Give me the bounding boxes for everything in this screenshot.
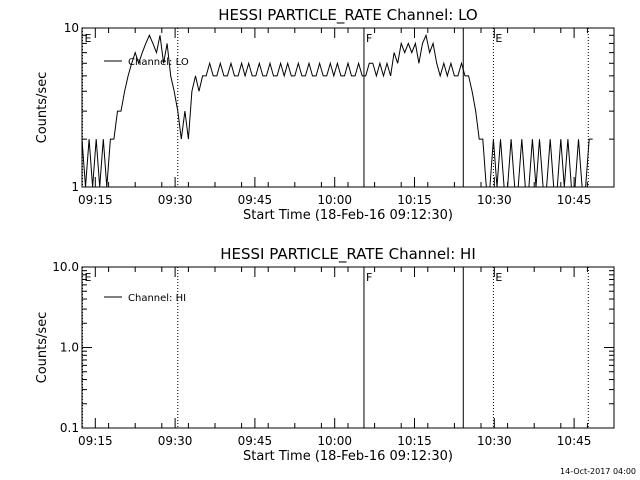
panel-hi: HESSI PARTICLE_RATE Channel: HI 0.1 1.0 10.…	[35, 245, 615, 464]
x-tick-label: 10:30	[477, 434, 512, 448]
annotation-label: E	[495, 32, 502, 45]
x-tick-label: 09:30	[158, 434, 193, 448]
y-tick-label: 1.0	[60, 341, 79, 355]
y-tick-label: 1	[71, 180, 79, 194]
annotation-label: F	[366, 271, 372, 284]
x-tick-label: 10:00	[317, 193, 352, 207]
y-axis-label: Counts/sec	[35, 72, 50, 144]
panel-lo: HESSI PARTICLE_RATE Channel: LO 1 10 Counts…	[35, 6, 615, 223]
x-tick-label: 09:15	[78, 193, 113, 207]
x-tick-label: 10:45	[557, 434, 592, 448]
x-tick-label: 10:15	[397, 434, 432, 448]
chart-title: HESSI PARTICLE_RATE Channel: LO	[218, 6, 477, 25]
y-tick-label: 10	[64, 21, 79, 35]
legend-label: Channel: LO	[128, 57, 189, 68]
legend-label: Channel: HI	[128, 293, 186, 304]
footer-timestamp: 14-Oct-2017 04:00	[560, 467, 636, 476]
series-line-0	[81, 33, 593, 188]
y-tick-label: 10.0	[52, 260, 79, 274]
x-tick-label: 10:30	[477, 193, 512, 207]
x-axis-label: Start Time (18-Feb-16 09:12:30)	[243, 449, 453, 464]
chart-title: HESSI PARTICLE_RATE Channel: HI	[220, 245, 476, 264]
x-tick-label: 09:45	[238, 434, 273, 448]
annotation-label: E	[85, 271, 92, 284]
y-axis-label: Counts/sec	[35, 312, 50, 384]
annotation-label: F	[366, 32, 372, 45]
x-tick-label: 10:45	[557, 193, 592, 207]
annotation-label: E	[495, 271, 502, 284]
x-tick-label: 09:30	[158, 193, 193, 207]
x-tick-label: 10:00	[317, 434, 352, 448]
y-tick-label: 0.1	[60, 421, 79, 435]
annotation-label: E	[85, 32, 92, 45]
x-axis-label: Start Time (18-Feb-16 09:12:30)	[243, 208, 453, 223]
axes-frame	[81, 266, 615, 429]
x-tick-label: 09:45	[238, 193, 273, 207]
x-tick-label: 09:15	[78, 434, 113, 448]
x-tick-label: 10:15	[397, 193, 432, 207]
